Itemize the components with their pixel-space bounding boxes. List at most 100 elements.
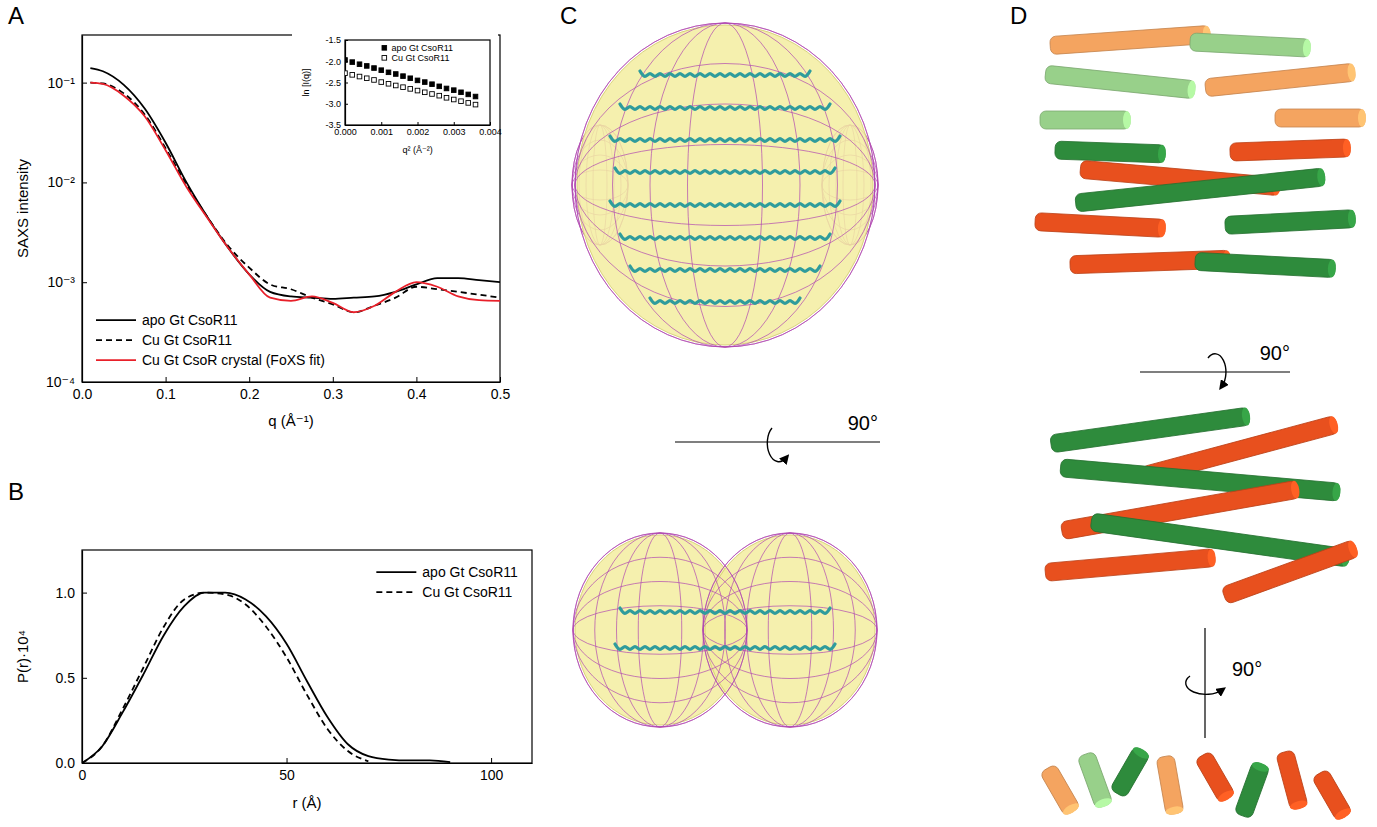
plot-frame [82,35,500,382]
helix [640,71,810,76]
x-tick: 0.1 [156,377,176,402]
y-tick: -3.0 [325,99,348,109]
envelope-surface [705,535,875,725]
panel-letter: A [8,2,24,29]
panel-letter: C [560,2,577,29]
rotation-arrow [767,428,786,462]
envelope-mesh [638,533,682,727]
data-point [444,96,449,101]
series-group [345,58,478,107]
data-point [466,101,471,106]
x-tick-mark [490,122,491,125]
envelope-mesh [617,533,704,727]
y-axis: 10⁻⁴10⁻³10⁻²10⁻¹ [46,36,87,390]
cylinder-body [1040,111,1130,129]
x-tick-label: 0.5 [491,386,511,402]
panel-letter: B [8,478,24,505]
legend-line [376,571,416,573]
helix-cylinder [1225,210,1357,235]
y-tick-label: 10⁻³ [47,274,75,290]
data-point [473,102,478,107]
x-tick-mark [166,377,167,382]
cylinder-cap [1165,805,1184,816]
y-tick-mark [82,763,87,764]
helix-cylinder [1040,764,1081,817]
cylinder-body [1195,252,1336,277]
x-tick-mark [491,758,492,763]
helix [630,266,820,271]
helix-cylinder [1195,751,1236,804]
data-point [372,66,377,71]
x-tick: 0.3 [324,377,344,402]
cylinder-cap [1347,63,1357,82]
x-tick-mark [500,377,501,382]
x-tick-mark [418,122,419,125]
cylinder-cap [1123,111,1131,129]
cylinder-body [1276,750,1308,811]
data-point [408,76,413,81]
y-tick-mark [345,83,348,84]
cylinder-cap [1346,539,1360,559]
envelope-mesh [650,23,800,347]
legend-line [96,319,136,321]
x-tick-mark [381,122,382,125]
y-tick-mark [345,125,348,126]
x-tick-label: 0.002 [407,127,430,137]
cylinder-body [1195,751,1236,803]
cylinder-body [1040,764,1081,816]
data-point [459,99,464,104]
envelope-mesh [703,582,877,679]
chart: 0.0000.0010.0020.0030.004-3.5-3.0-2.5-2.… [292,30,502,162]
data-point [379,80,384,85]
legend-label: apo Gt CsoR11 [392,43,453,53]
data-point [408,87,413,92]
envelope-mesh [573,582,747,679]
y-tick: -3.5 [325,120,348,130]
y-tick-label: 0.5 [56,670,76,686]
helix-cylinder [1276,750,1309,812]
helix [620,234,830,239]
cylinder-cap [1251,760,1271,774]
legend-marker [382,46,387,51]
data-point [357,74,362,79]
x-tick-label: 0.1 [156,386,176,402]
legend-label: apo Gt CsoR11 [142,312,238,328]
envelope-mesh [703,533,877,727]
y-tick-mark [82,593,87,594]
envelope-mesh [575,23,875,347]
chart: 0501000.00.51.0r (Å)P(r)·10⁴apo Gt CsoR1… [8,478,533,811]
data-point [415,78,420,83]
legend-label: Cu Gt CsoR11 [392,53,450,63]
y-tick-mark [82,182,87,183]
cylinder-cap [1094,796,1114,810]
data-point [466,92,471,97]
y-tick: -2.5 [325,78,348,88]
cylinder-cap [1302,39,1311,57]
helix-cylinder [1075,168,1327,212]
y-tick: 10⁻³ [47,274,87,290]
y-tick: 10⁻¹ [47,75,87,91]
cylinder-cap [1343,139,1352,157]
data-point [437,93,442,98]
helix [610,201,840,206]
y-tick-mark [82,83,87,84]
legend-entry: Cu Gt CsoR11 [96,332,232,348]
cylinder-body [1225,210,1356,235]
cylinder-body [1156,755,1184,815]
x-tick: 100 [480,758,504,783]
figure: 0.00.10.20.30.40.510⁻⁴10⁻³10⁻²10⁻¹q (Å⁻¹… [0,0,1377,827]
data-point [401,85,406,90]
cylinder-cap [1358,109,1366,127]
cylinder-cap [1216,788,1236,804]
x-tick-mark [333,377,334,382]
cylinder-body [1221,540,1359,605]
panel-c: 90°C [560,2,880,727]
data-point [364,64,369,69]
helix [615,168,835,173]
x-axis-title: q² (Å⁻²) [402,145,432,155]
helix-cylinder [1060,459,1341,501]
data-point [386,70,391,75]
y-tick-label: -3.5 [325,120,341,130]
y-axis-line [82,36,83,383]
cylinder-cap [1241,407,1251,426]
